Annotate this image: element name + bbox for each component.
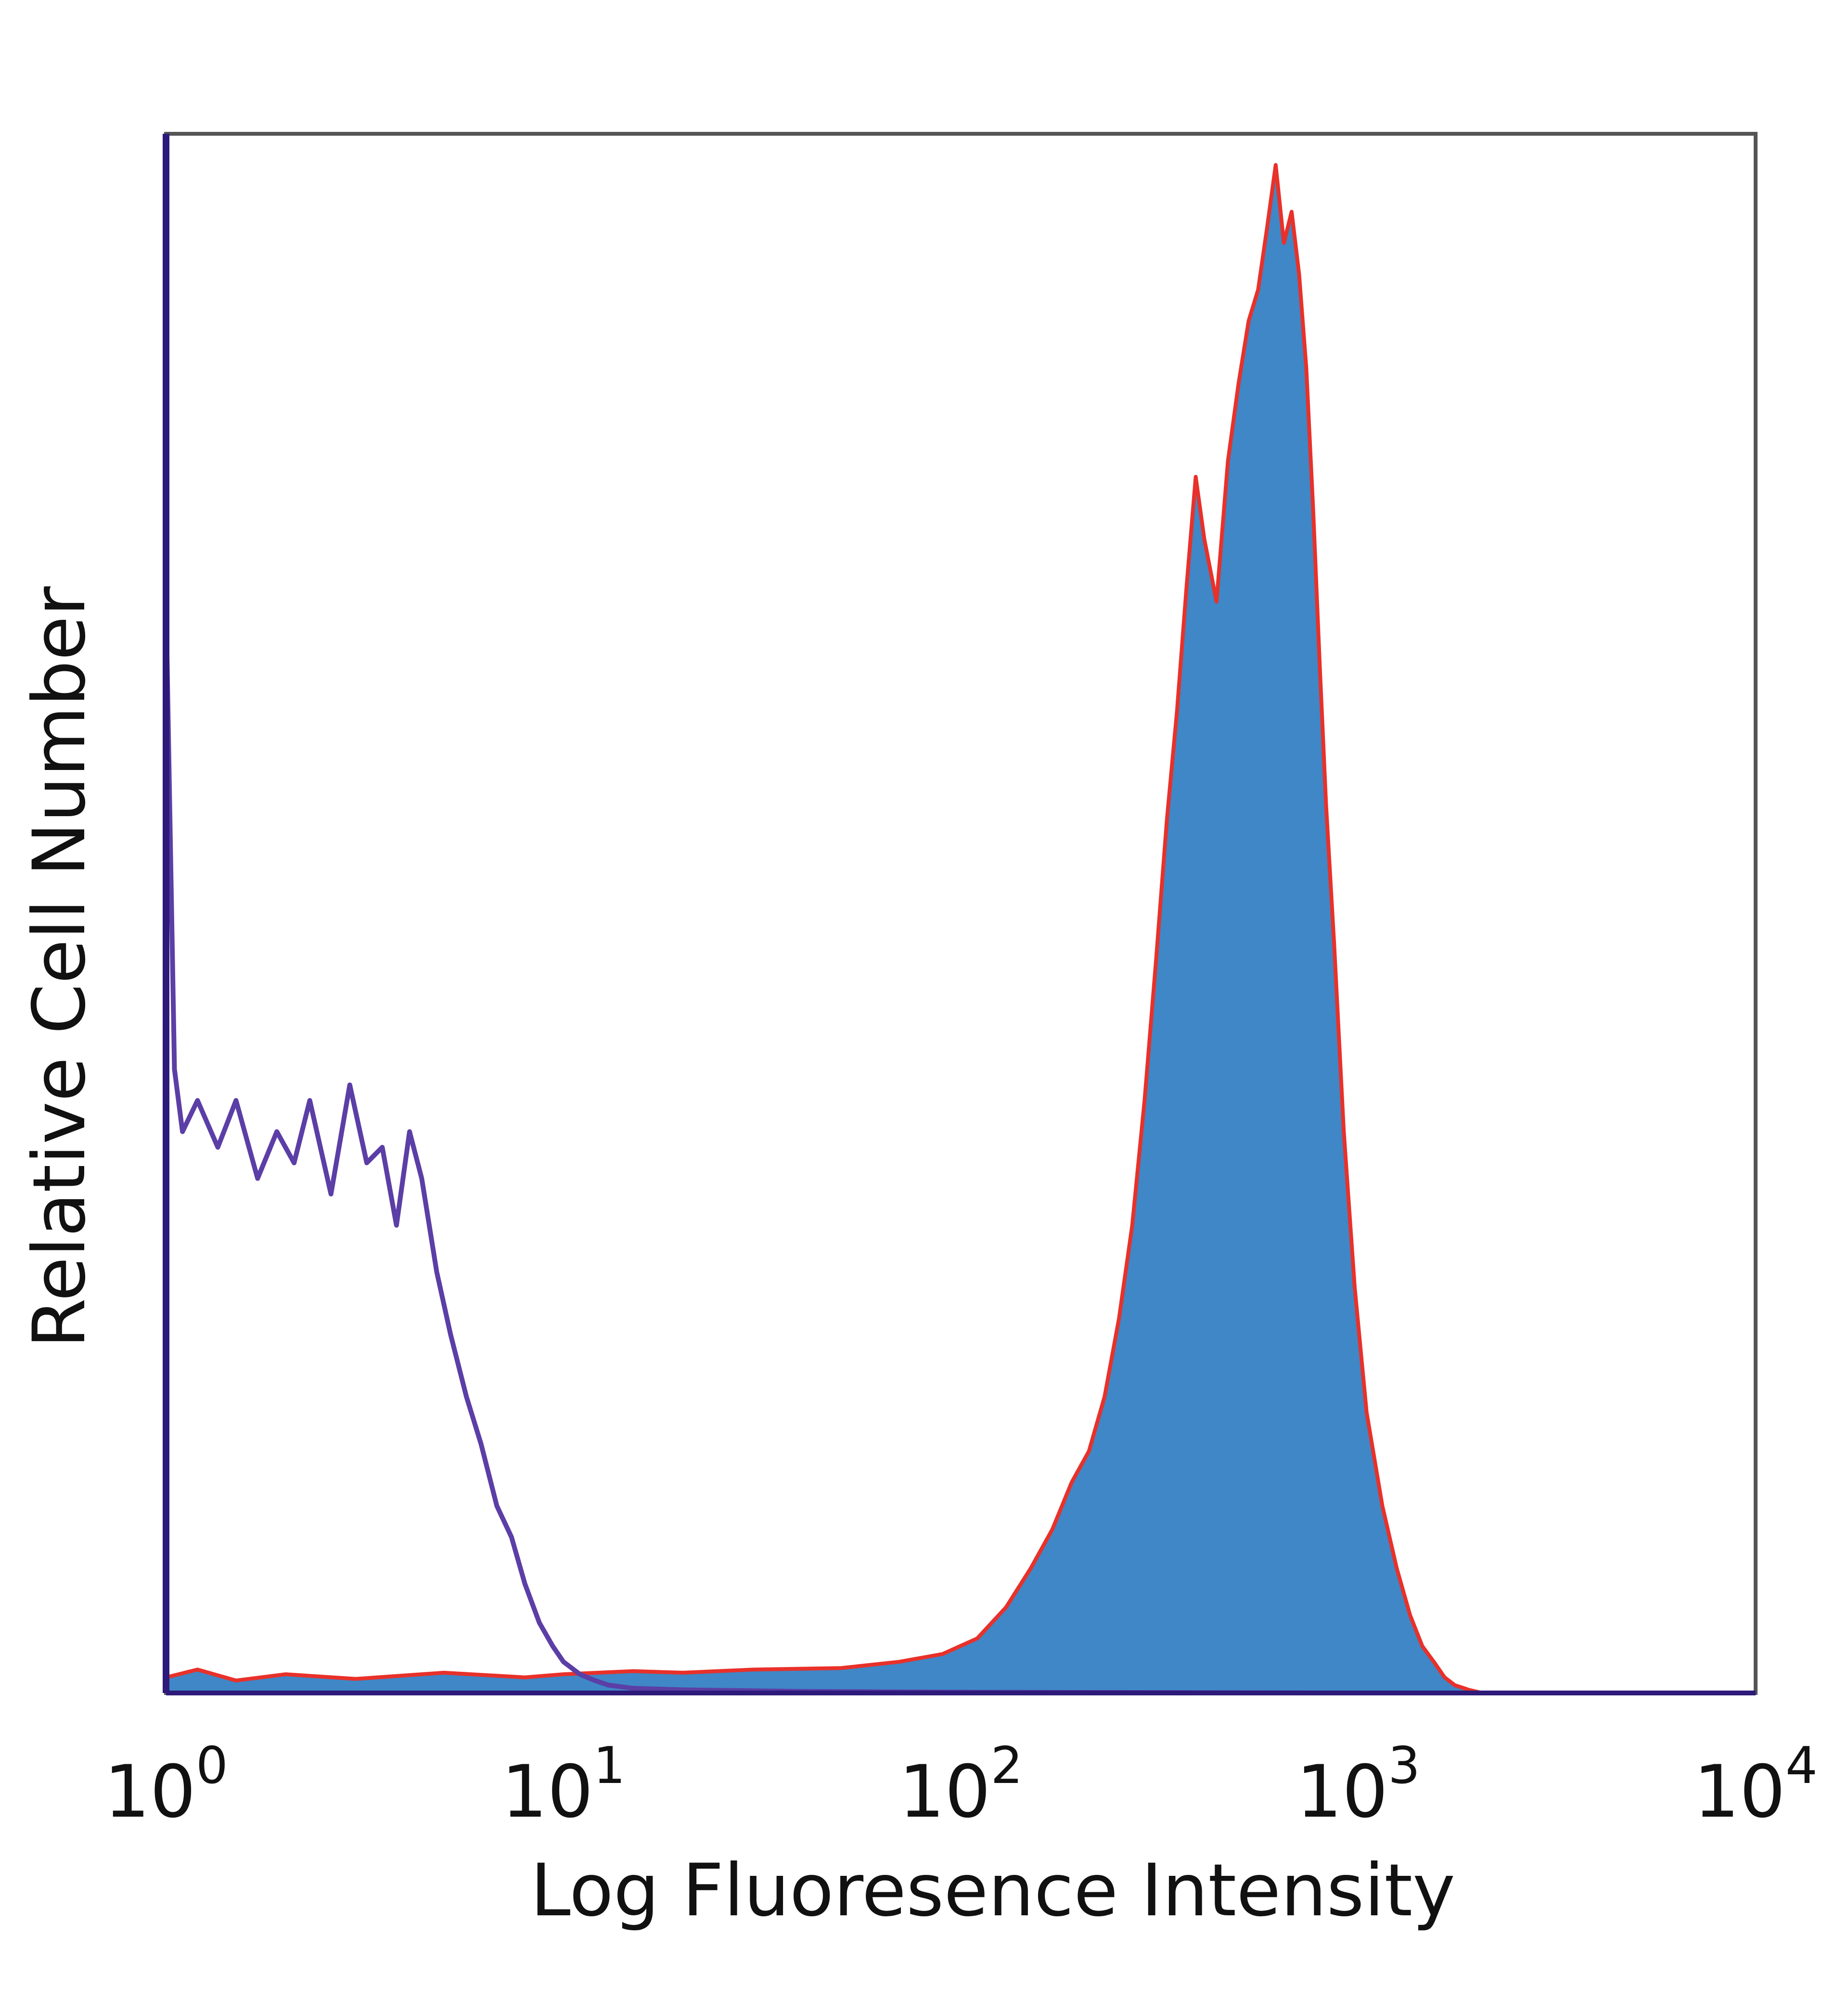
- x-tick-exponent: 1: [593, 1736, 626, 1795]
- x-tick-exponent: 0: [196, 1736, 228, 1795]
- x-tick-label-4: 104: [1694, 1736, 1818, 1834]
- x-axis-title: Log Fluoresence Intensity: [530, 1849, 1455, 1933]
- axis-frame: [163, 132, 1758, 1695]
- x-tick-labels: 100 101 102 103 104: [104, 1736, 1818, 1834]
- x-tick-label-3: 103: [1296, 1736, 1420, 1834]
- x-tick-base: 10: [1694, 1750, 1785, 1834]
- x-tick-exponent: 3: [1388, 1736, 1420, 1795]
- x-tick-label-0: 100: [104, 1736, 228, 1834]
- x-tick-label-1: 101: [501, 1736, 626, 1834]
- x-tick-exponent: 4: [1785, 1736, 1818, 1795]
- series-1-line: [164, 601, 1756, 1695]
- x-tick-base: 10: [899, 1750, 991, 1834]
- y-axis-title: Relative Cell Number: [18, 586, 102, 1348]
- x-tick-base: 10: [1296, 1750, 1388, 1834]
- x-tick-exponent: 2: [991, 1736, 1023, 1795]
- x-tick-base: 10: [104, 1750, 196, 1834]
- series-0-fill: [166, 165, 1510, 1693]
- x-tick-label-2: 102: [899, 1736, 1023, 1834]
- series-0-outline: [166, 163, 1510, 1695]
- x-tick-base: 10: [501, 1750, 593, 1834]
- series-layer: [164, 163, 1756, 1695]
